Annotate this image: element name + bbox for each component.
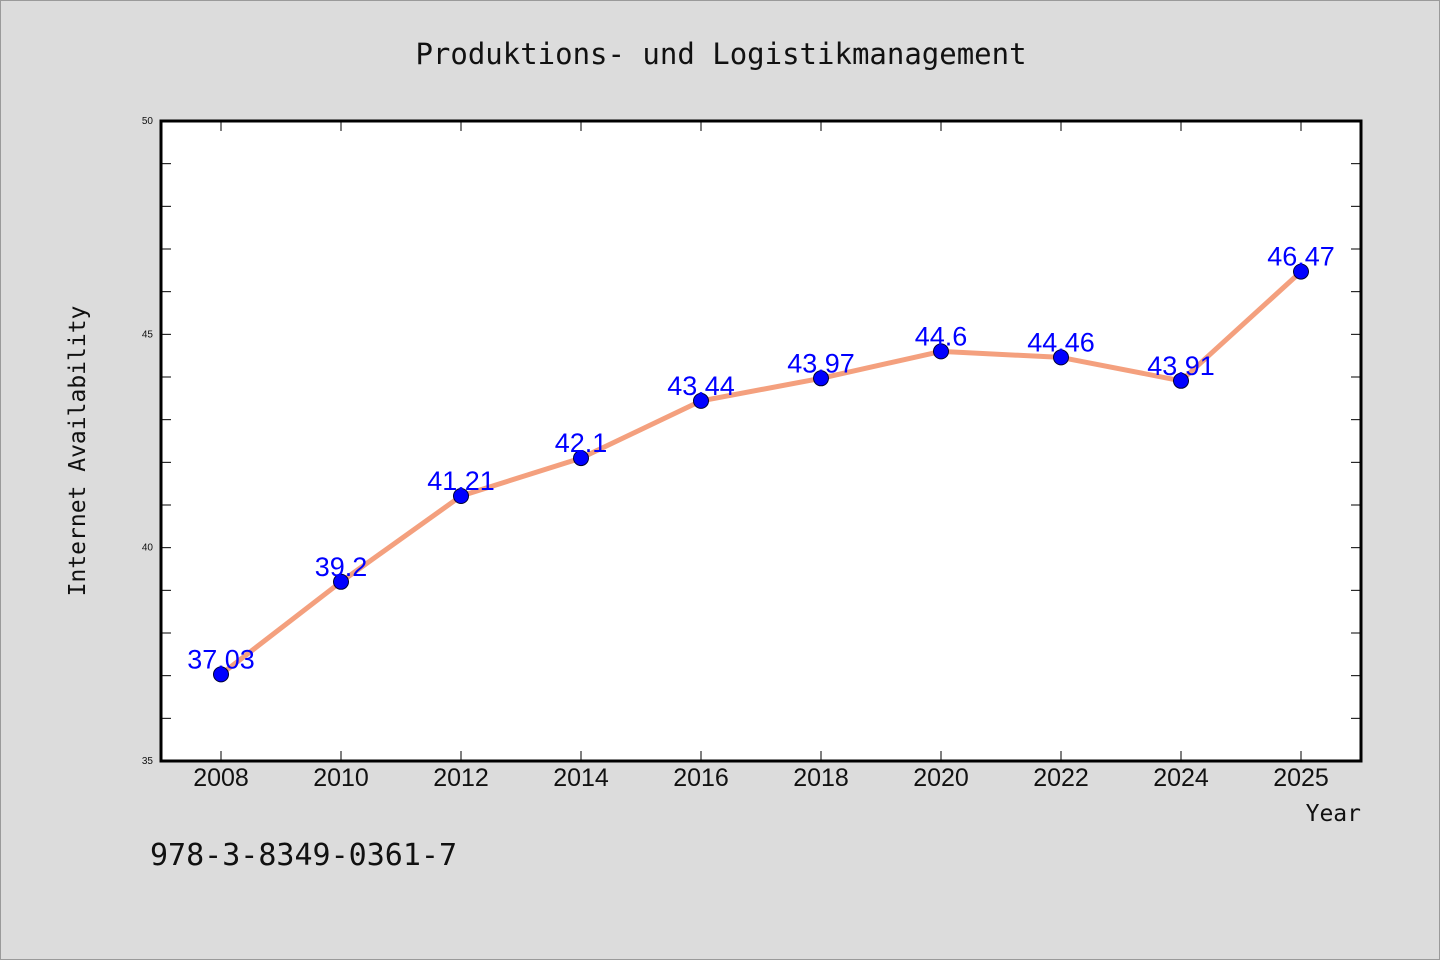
series-line bbox=[218, 269, 1304, 677]
data-point bbox=[1173, 372, 1189, 389]
data-label: 44.6 bbox=[915, 321, 968, 351]
y-tick-label: 40 bbox=[142, 543, 154, 554]
data-point bbox=[333, 573, 349, 590]
data-label: 39.2 bbox=[315, 552, 368, 582]
x-axis-label: Year bbox=[1306, 801, 1361, 827]
data-label: 43.44 bbox=[667, 371, 735, 401]
data-label: 41.21 bbox=[427, 466, 495, 496]
data-point bbox=[1053, 349, 1069, 366]
data-label: 43.91 bbox=[1147, 351, 1215, 381]
x-tick-label: 2025 bbox=[1273, 764, 1329, 792]
data-point bbox=[213, 666, 229, 683]
x-tick-label: 2024 bbox=[1153, 764, 1209, 792]
chart-title: Produktions- und Logistikmanagement bbox=[415, 37, 1026, 71]
x-tick-label: 2010 bbox=[313, 764, 369, 792]
data-point bbox=[453, 488, 469, 504]
isbn-text: 978-3-8349-0361-7 bbox=[150, 838, 457, 873]
y-tick-label: 50 bbox=[142, 116, 154, 127]
x-tick-label: 2022 bbox=[1033, 764, 1089, 792]
x-tick-label: 2012 bbox=[433, 764, 489, 792]
data-label: 43.97 bbox=[787, 348, 855, 378]
x-tick-label: 2016 bbox=[673, 764, 729, 792]
x-tick-label: 2008 bbox=[193, 764, 249, 792]
plot-area bbox=[159, 119, 1363, 763]
y-tick-label: 35 bbox=[142, 756, 154, 767]
x-axis: 2008 2010 2012 2014 2016 2018 2020 2022 2024 2025 bbox=[193, 121, 1329, 792]
x-tick-label: 2014 bbox=[553, 764, 609, 792]
data-label: 44.46 bbox=[1027, 327, 1095, 357]
data-point bbox=[1293, 263, 1309, 280]
data-point bbox=[933, 343, 949, 360]
data-markers bbox=[213, 263, 1309, 683]
data-point bbox=[693, 392, 709, 409]
y-tick-label: 45 bbox=[142, 329, 154, 340]
data-point bbox=[573, 450, 589, 467]
y-axis-label: Internet Availability bbox=[65, 306, 91, 597]
data-point bbox=[813, 370, 829, 387]
data-label: 42.1 bbox=[555, 428, 608, 458]
x-tick-label: 2018 bbox=[793, 764, 849, 792]
data-label: 37.03 bbox=[187, 644, 255, 674]
x-tick-label: 2020 bbox=[913, 764, 969, 792]
data-labels: 37.03 39.2 41.21 42.1 43.44 43.97 44.6 44.46 43.… bbox=[187, 242, 1335, 675]
y-axis: 35 40 45 50 bbox=[142, 116, 1361, 767]
data-label: 46.47 bbox=[1267, 242, 1335, 272]
